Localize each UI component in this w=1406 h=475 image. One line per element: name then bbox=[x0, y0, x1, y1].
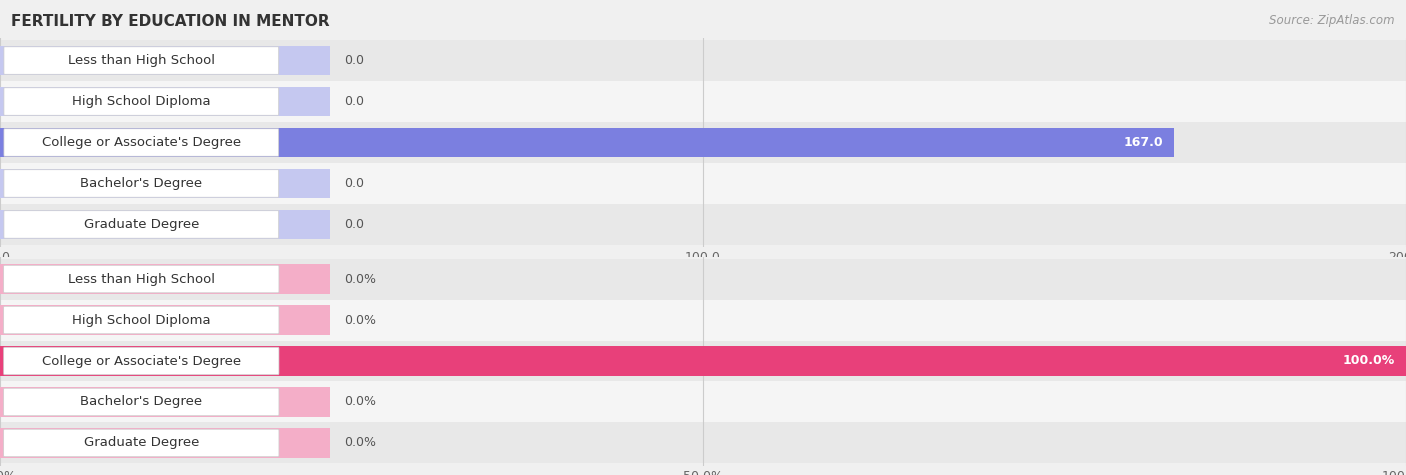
Text: Bachelor's Degree: Bachelor's Degree bbox=[80, 177, 202, 190]
Text: Less than High School: Less than High School bbox=[67, 273, 215, 285]
Text: 0.0: 0.0 bbox=[344, 95, 364, 108]
FancyBboxPatch shape bbox=[4, 266, 278, 293]
Text: Less than High School: Less than High School bbox=[67, 54, 215, 67]
Bar bbox=[0, 381, 1406, 422]
FancyBboxPatch shape bbox=[4, 211, 278, 238]
Bar bbox=[0, 264, 330, 294]
FancyBboxPatch shape bbox=[4, 347, 278, 375]
Text: 167.0: 167.0 bbox=[1123, 136, 1163, 149]
Bar bbox=[0, 209, 330, 239]
Text: FERTILITY BY EDUCATION IN MENTOR: FERTILITY BY EDUCATION IN MENTOR bbox=[11, 14, 330, 29]
FancyBboxPatch shape bbox=[4, 47, 278, 74]
Bar bbox=[0, 204, 1406, 245]
FancyBboxPatch shape bbox=[4, 306, 278, 334]
Text: High School Diploma: High School Diploma bbox=[72, 314, 211, 326]
Bar bbox=[0, 387, 330, 417]
Bar bbox=[0, 258, 1406, 300]
Bar bbox=[0, 87, 330, 116]
Text: 0.0%: 0.0% bbox=[344, 396, 377, 408]
Text: 0.0: 0.0 bbox=[344, 177, 364, 190]
Text: Graduate Degree: Graduate Degree bbox=[83, 437, 200, 449]
Text: College or Associate's Degree: College or Associate's Degree bbox=[42, 136, 240, 149]
Bar bbox=[0, 428, 330, 458]
Text: 100.0%: 100.0% bbox=[1343, 354, 1395, 368]
FancyBboxPatch shape bbox=[4, 88, 278, 115]
Text: Graduate Degree: Graduate Degree bbox=[83, 218, 200, 231]
Bar bbox=[0, 305, 330, 335]
Bar bbox=[0, 46, 330, 76]
Bar bbox=[0, 40, 1406, 81]
Text: 0.0: 0.0 bbox=[344, 218, 364, 231]
Bar bbox=[0, 346, 1406, 376]
Bar bbox=[0, 169, 330, 198]
FancyBboxPatch shape bbox=[4, 170, 278, 197]
FancyBboxPatch shape bbox=[4, 429, 278, 456]
Bar bbox=[0, 163, 1406, 204]
Text: Bachelor's Degree: Bachelor's Degree bbox=[80, 396, 202, 408]
Text: 0.0%: 0.0% bbox=[344, 314, 377, 326]
Bar bbox=[0, 81, 1406, 122]
Bar bbox=[0, 341, 1406, 381]
Bar bbox=[0, 300, 1406, 341]
Text: Source: ZipAtlas.com: Source: ZipAtlas.com bbox=[1270, 14, 1395, 27]
Text: College or Associate's Degree: College or Associate's Degree bbox=[42, 354, 240, 368]
Text: 0.0: 0.0 bbox=[344, 54, 364, 67]
FancyBboxPatch shape bbox=[4, 129, 278, 156]
Text: 0.0%: 0.0% bbox=[344, 437, 377, 449]
Text: High School Diploma: High School Diploma bbox=[72, 95, 211, 108]
FancyBboxPatch shape bbox=[4, 388, 278, 416]
Bar bbox=[0, 122, 1406, 163]
Text: 0.0%: 0.0% bbox=[344, 273, 377, 285]
Bar bbox=[0, 422, 1406, 464]
Bar bbox=[0, 128, 1174, 157]
